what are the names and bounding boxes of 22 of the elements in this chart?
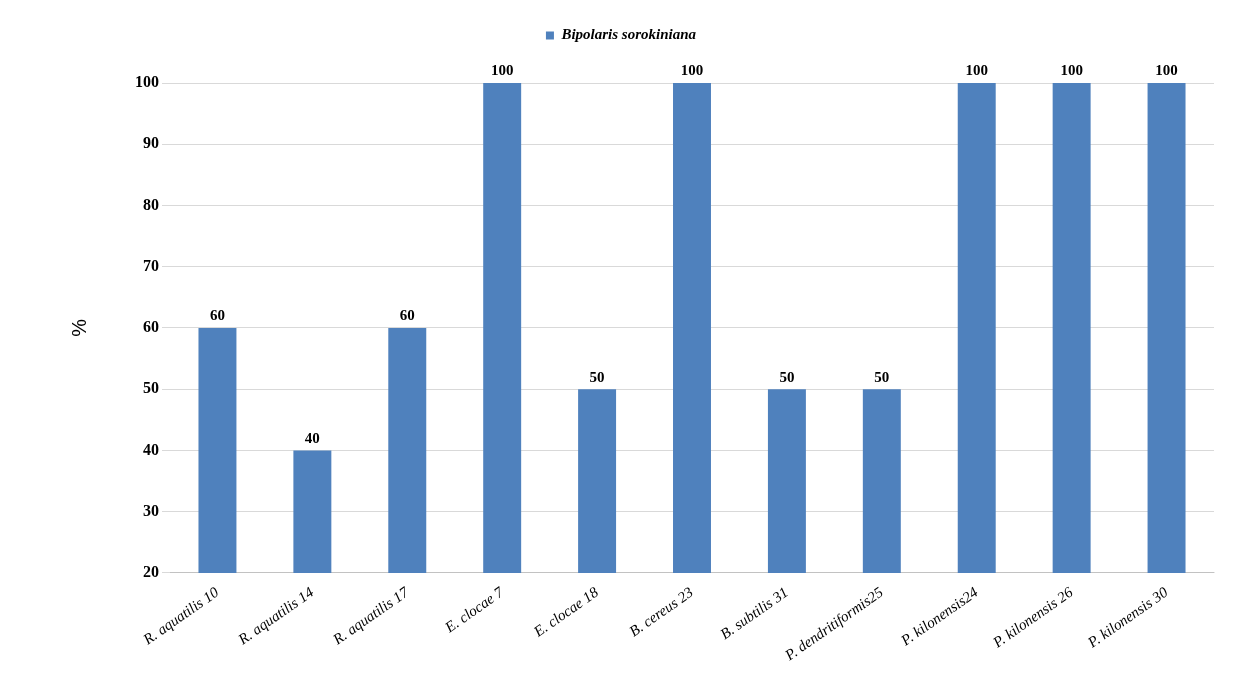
y-tick-label: 70 (143, 256, 159, 274)
y-tick-label: 90 (143, 134, 159, 152)
data-label: 60 (399, 307, 415, 324)
y-axis-title: % (67, 318, 90, 337)
y-tick-label: 30 (143, 501, 159, 519)
legend-label: Bipolaris sorokiniana (560, 26, 697, 43)
y-tick-label: 20 (143, 563, 159, 581)
y-tick-label: 80 (143, 195, 159, 213)
data-label: 50 (779, 368, 795, 385)
data-label: 100 (680, 62, 704, 79)
data-label: 50 (589, 368, 605, 385)
data-label: 100 (1060, 62, 1083, 79)
data-label: 100 (965, 62, 988, 79)
data-label: 100 (1155, 62, 1178, 79)
data-label: 40 (304, 429, 320, 446)
data-label: 60 (209, 307, 225, 324)
y-tick-label: 100 (135, 73, 159, 91)
y-tick-label: 40 (143, 440, 159, 458)
y-tick-label: 50 (143, 379, 159, 397)
data-label: 50 (874, 368, 890, 385)
data-label: 100 (490, 62, 514, 79)
y-tick-label: 60 (143, 318, 159, 336)
